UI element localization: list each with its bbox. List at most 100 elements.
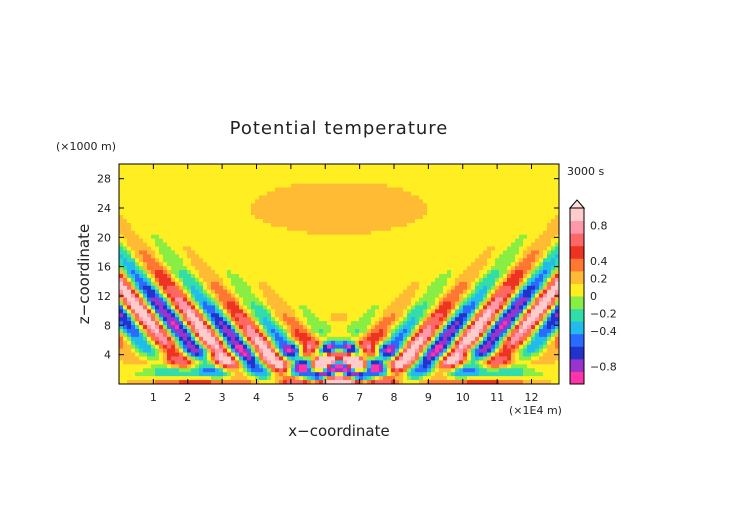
heatmap-cell	[531, 293, 536, 299]
heatmap-cell	[263, 270, 268, 275]
heatmap-cell	[135, 325, 140, 330]
heatmap-cell	[167, 266, 172, 271]
heatmap-cell	[179, 167, 184, 173]
heatmap-cell	[543, 171, 548, 177]
heatmap-cell	[131, 254, 136, 259]
heatmap-cell	[287, 219, 292, 224]
heatmap-cell	[355, 317, 360, 322]
heatmap-cell	[211, 289, 216, 295]
heatmap-cell	[347, 305, 352, 310]
heatmap-cell	[147, 250, 152, 255]
heatmap-cell	[499, 321, 504, 326]
heatmap-cell	[347, 230, 352, 236]
heatmap-cell	[279, 164, 284, 169]
plot-area	[119, 164, 559, 384]
heatmap-cell	[159, 183, 164, 189]
heatmap-cell	[179, 266, 184, 271]
heatmap-cell	[263, 281, 268, 287]
heatmap-cell	[439, 230, 444, 236]
heatmap-cell	[335, 309, 340, 314]
heatmap-cell	[279, 238, 284, 244]
heatmap-cell	[443, 203, 448, 208]
heatmap-cell	[279, 215, 284, 220]
heatmap-cell	[159, 266, 164, 271]
heatmap-cell	[427, 199, 432, 204]
heatmap-cell	[275, 211, 280, 216]
heatmap-cell	[131, 211, 136, 216]
heatmap-cell	[155, 215, 160, 220]
heatmap-cell	[375, 321, 380, 326]
heatmap-cell	[471, 164, 476, 169]
heatmap-cell	[299, 167, 304, 173]
heatmap-cell	[227, 336, 232, 342]
heatmap-cell	[439, 297, 444, 303]
heatmap-cell	[187, 340, 192, 346]
heatmap-cell	[259, 242, 264, 248]
heatmap-cell	[411, 215, 416, 220]
heatmap-cell	[371, 270, 376, 275]
heatmap-cell	[487, 270, 492, 275]
heatmap-cell	[447, 313, 452, 318]
heatmap-cell	[515, 179, 520, 185]
heatmap-cell	[443, 175, 448, 181]
heatmap-cell	[511, 309, 516, 314]
heatmap-cell	[399, 297, 404, 303]
heatmap-cell	[471, 266, 476, 271]
heatmap-cell	[447, 199, 452, 204]
heatmap-cell	[123, 325, 128, 330]
heatmap-cell	[183, 281, 188, 287]
heatmap-cell	[243, 250, 248, 255]
heatmap-cell	[267, 215, 272, 220]
heatmap-cell	[283, 211, 288, 216]
heatmap-cell	[491, 250, 496, 255]
heatmap-cell	[347, 336, 352, 342]
heatmap-cell	[539, 195, 544, 200]
heatmap-cell	[459, 183, 464, 189]
heatmap-cell	[379, 285, 384, 291]
heatmap-cell	[435, 183, 440, 189]
heatmap-cell	[255, 329, 260, 334]
heatmap-cell	[415, 242, 420, 248]
heatmap-cell	[175, 234, 180, 240]
heatmap-cell	[131, 187, 136, 193]
heatmap-cell	[495, 238, 500, 244]
heatmap-cell	[159, 332, 164, 338]
heatmap-cell	[299, 258, 304, 263]
heatmap-cell	[355, 329, 360, 334]
heatmap-cell	[383, 219, 388, 224]
heatmap-cell	[551, 222, 556, 228]
heatmap-cell	[407, 305, 412, 310]
heatmap-cell	[455, 219, 460, 224]
heatmap-cell	[555, 164, 559, 169]
heatmap-cell	[267, 234, 272, 240]
heatmap-cell	[159, 336, 164, 342]
heatmap-cell	[315, 336, 320, 342]
heatmap-cell	[235, 262, 240, 267]
heatmap-cell	[387, 246, 392, 252]
heatmap-cell	[223, 234, 228, 240]
heatmap-cell	[251, 270, 256, 275]
heatmap-cell	[471, 195, 476, 200]
heatmap-cell	[391, 281, 396, 287]
heatmap-cell	[519, 301, 524, 307]
heatmap-cell	[151, 270, 156, 275]
heatmap-cell	[195, 164, 200, 169]
heatmap-cell	[255, 293, 260, 299]
heatmap-cell	[291, 203, 296, 208]
heatmap-cell	[259, 254, 264, 259]
heatmap-cell	[239, 250, 244, 255]
heatmap-cell	[131, 297, 136, 303]
heatmap-cell	[535, 222, 540, 228]
heatmap-cell	[319, 167, 324, 173]
heatmap-cell	[451, 191, 456, 197]
heatmap-cell	[267, 199, 272, 204]
heatmap-cell	[543, 211, 548, 216]
heatmap-cell	[543, 246, 548, 252]
heatmap-cell	[255, 183, 260, 189]
heatmap-cell	[307, 313, 312, 318]
heatmap-cell	[271, 195, 276, 200]
heatmap-cell	[303, 336, 308, 342]
heatmap-cell	[531, 246, 536, 252]
heatmap-cell	[423, 164, 428, 169]
heatmap-cell	[491, 179, 496, 185]
